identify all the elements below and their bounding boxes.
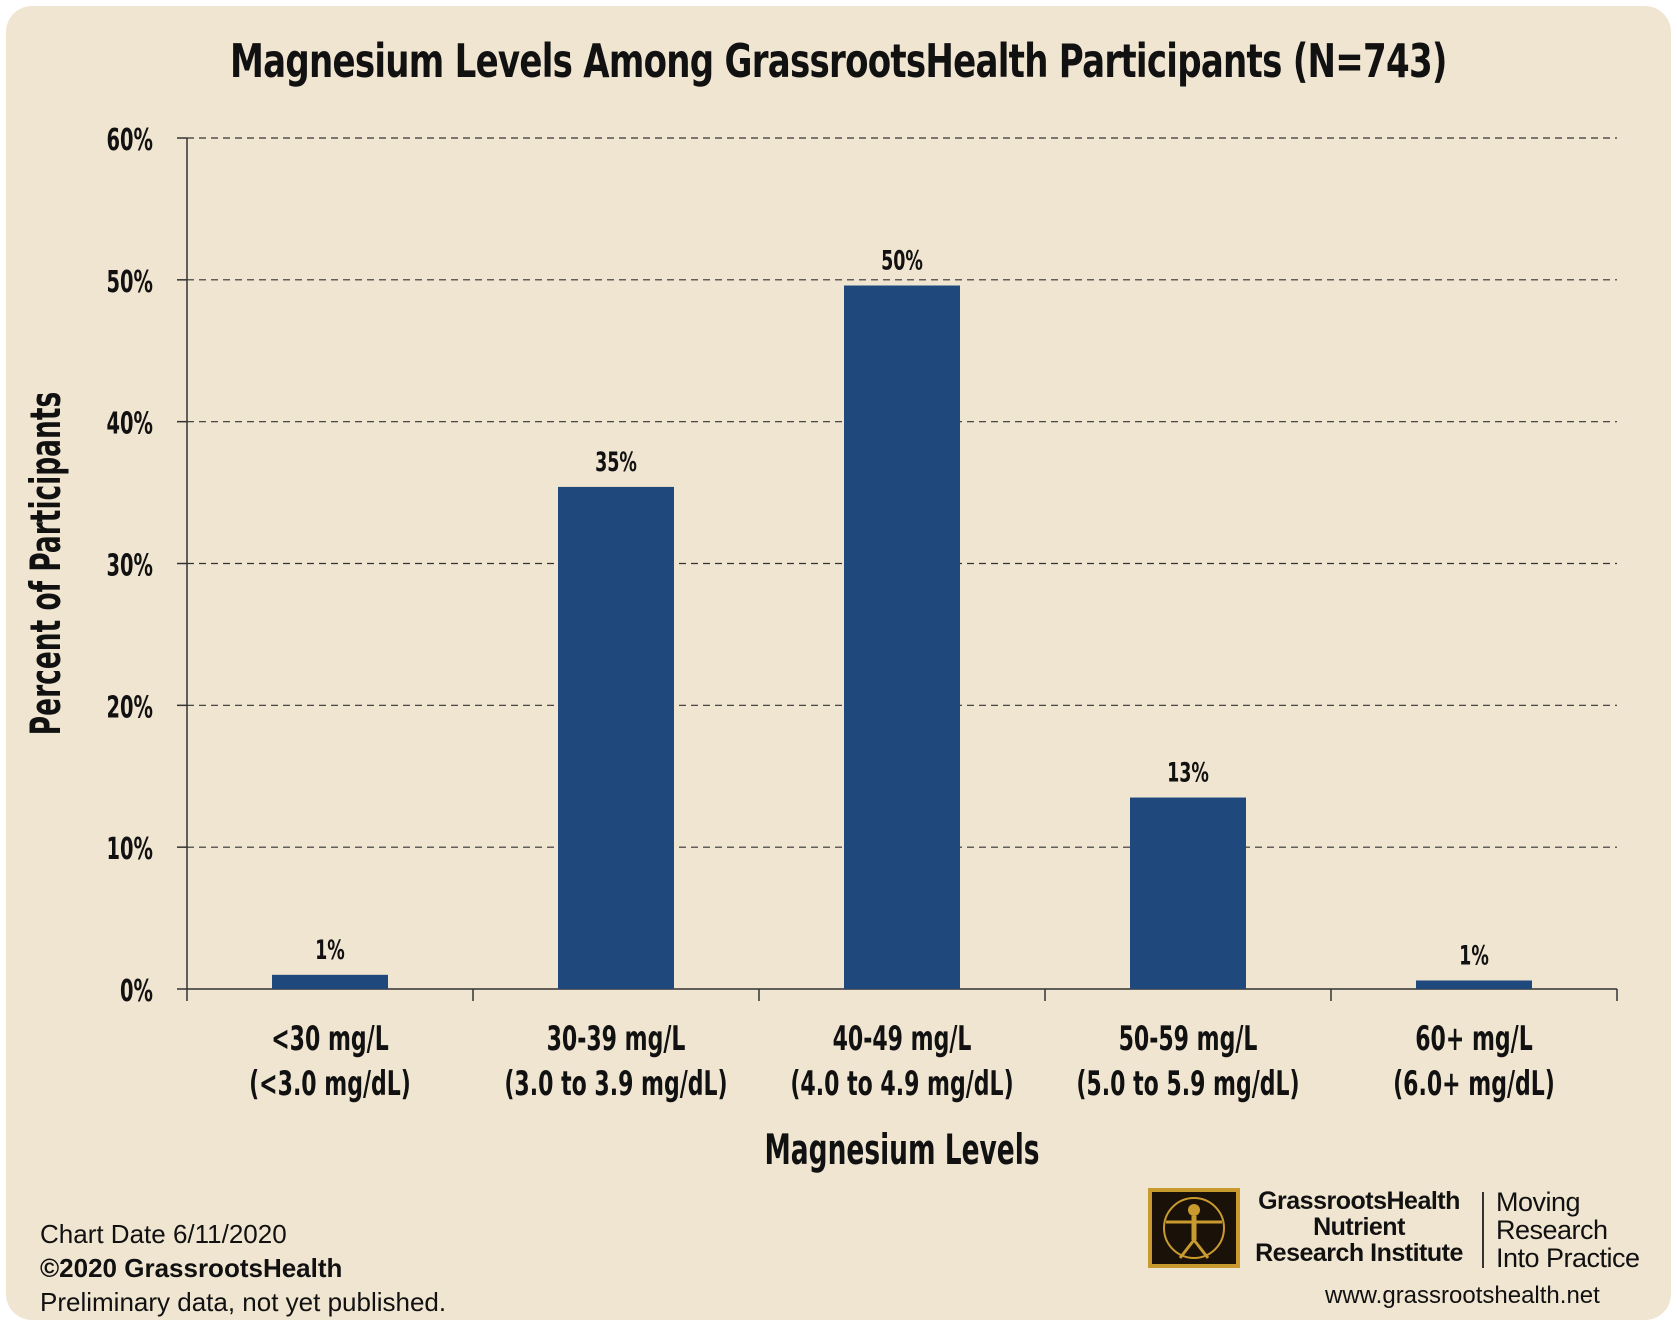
chart-date: Chart Date 6/11/2020 [40,1219,287,1249]
data-label: 13% [1167,756,1209,788]
org-name-line: GrassrootsHealth [1258,1187,1460,1215]
bar [558,486,674,989]
org-name-line: Nutrient [1313,1213,1405,1241]
x-tick-label: (4.0 to 4.9 mg/dL) [790,1064,1013,1103]
x-tick-label: 30-39 mg/L [547,1019,686,1058]
data-label: 35% [595,446,637,478]
org-name-line: Research Institute [1255,1239,1463,1267]
bar [844,285,960,989]
x-tick-label: 50-59 mg/L [1119,1019,1258,1058]
data-label: 50% [881,244,923,276]
y-tick-label: 10% [107,833,153,867]
website-link[interactable]: www.grassrootshealth.net [1325,1282,1600,1309]
preliminary-note: Preliminary data, not yet published. [40,1287,447,1317]
x-tick-label: (3.0 to 3.9 mg/dL) [504,1064,727,1103]
y-tick-label: 0% [120,975,153,1009]
tagline-line: Into Practice [1496,1243,1640,1273]
footer-info: Chart Date 6/11/2020 ©2020 GrassrootsHea… [40,1217,446,1319]
y-tick-label: 50% [107,265,153,299]
x-tick-label: 60+ mg/L [1415,1019,1533,1058]
data-label: 1% [1459,939,1489,971]
tagline-line: Research [1496,1215,1608,1245]
data-label: 1% [315,934,345,966]
y-tick-label: 40% [107,407,153,441]
tagline-line: Moving [1496,1187,1581,1217]
bar [1416,980,1532,989]
y-axis-title: Percent of Participants [21,392,71,735]
y-tick-label: 30% [107,549,153,583]
y-tick-label: 60% [107,124,153,158]
chart-title: Magnesium Levels Among GrassrootsHealth … [230,34,1447,88]
tagline: Moving Research Into Practice [1496,1188,1640,1272]
x-tick-label: (5.0 to 5.9 mg/dL) [1076,1064,1299,1103]
logo-divider [1482,1192,1484,1268]
copyright: ©2020 GrassrootsHealth [40,1253,343,1283]
vitruvian-logo-icon [1148,1188,1240,1268]
x-axis-title: Magnesium Levels [764,1125,1039,1175]
x-tick-label: (6.0+ mg/dL) [1393,1064,1555,1103]
chart-card [6,6,1671,1320]
x-tick-label: (<3.0 mg/dL) [249,1064,411,1103]
x-tick-label: 40-49 mg/L [833,1019,972,1058]
y-tick-label: 20% [107,691,153,725]
x-tick-label: <30 mg/L [271,1019,389,1058]
bar [272,974,388,989]
bar [1130,797,1246,989]
org-name: GrassrootsHealth Nutrient Research Insti… [1246,1188,1472,1266]
